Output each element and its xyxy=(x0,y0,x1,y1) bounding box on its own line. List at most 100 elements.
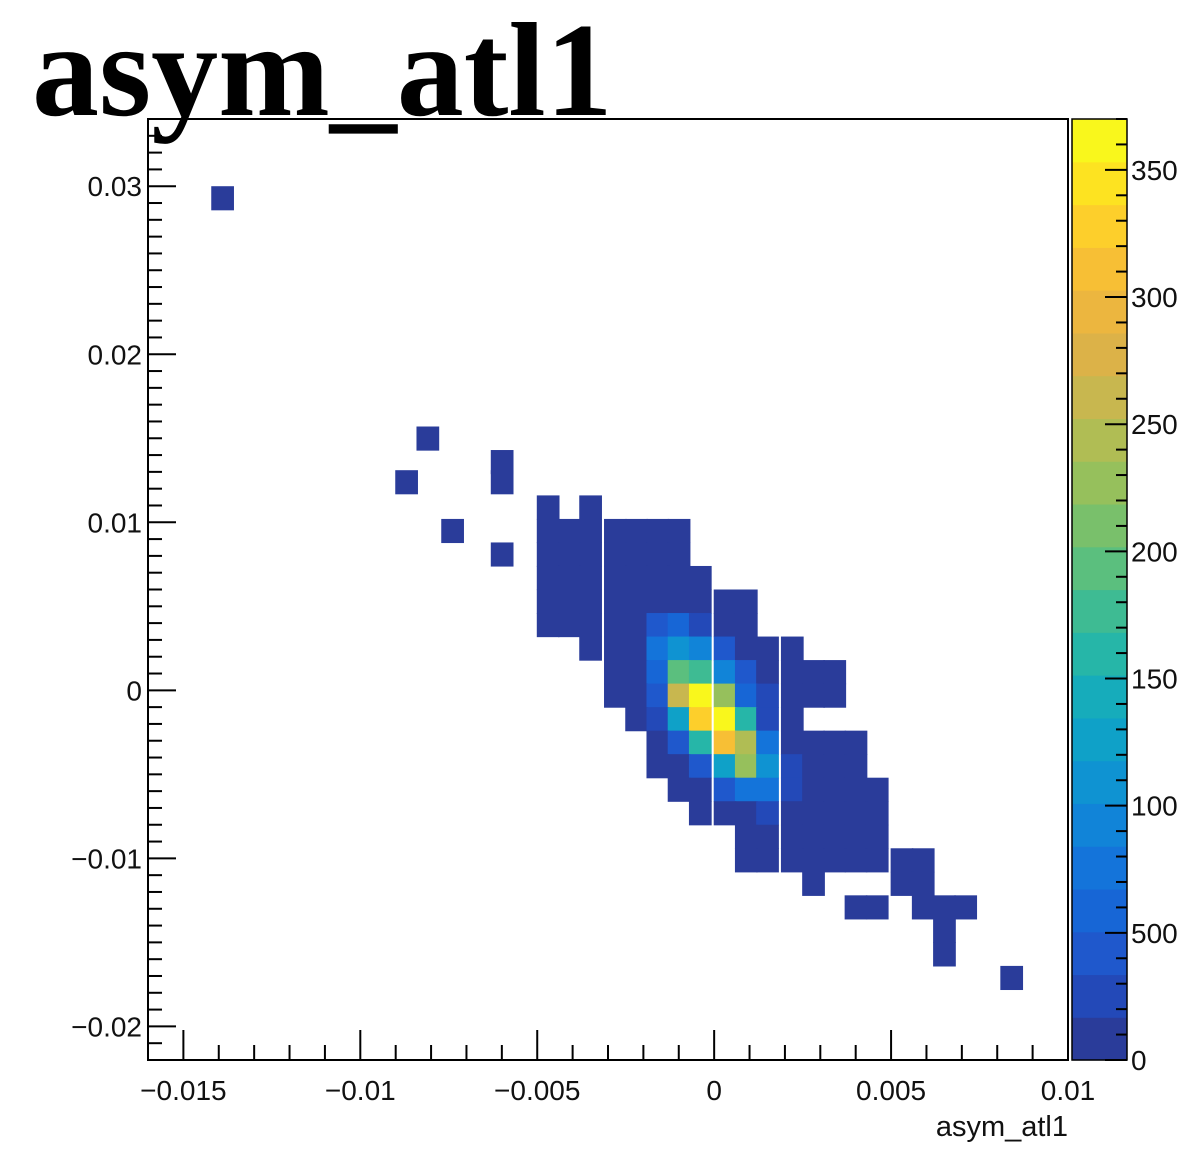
heatmap-bin xyxy=(667,754,691,779)
heatmap-bin xyxy=(667,565,691,591)
heatmap-bin xyxy=(579,565,602,591)
y-tick-label: −0.02 xyxy=(71,1011,142,1042)
x-tick-label: −0.005 xyxy=(494,1075,580,1106)
heatmap-bin xyxy=(911,895,935,920)
heatmap-bin xyxy=(780,848,804,873)
heatmap-bin xyxy=(802,801,825,826)
heatmap-bin xyxy=(933,918,956,943)
x-tick-label: 0.005 xyxy=(856,1075,926,1106)
heatmap-bin xyxy=(734,801,758,826)
z-tick-label: 100 xyxy=(1131,791,1178,822)
heatmap-bin xyxy=(490,470,514,495)
palette-segment xyxy=(1072,1017,1127,1061)
z-axis: 0 500 100 150 200 250 300 350 xyxy=(1105,118,1178,1076)
heatmap-bin xyxy=(844,754,868,779)
heatmap-bin xyxy=(1000,965,1024,991)
heatmap-bin xyxy=(211,186,234,211)
heatmap-bin xyxy=(667,683,691,708)
palette-segment xyxy=(1072,974,1127,1018)
heatmap-bin xyxy=(667,636,691,661)
palette-segment xyxy=(1072,760,1127,804)
heatmap-bin xyxy=(688,636,712,661)
heatmap-bin xyxy=(713,660,737,685)
heatmap-bin xyxy=(823,777,847,802)
heatmap-bin xyxy=(844,777,868,802)
heatmap-bin xyxy=(604,660,627,685)
heatmap-bin xyxy=(490,450,514,475)
heatmap-bin xyxy=(802,848,825,873)
heatmap-bin xyxy=(604,636,627,661)
heatmap-bin xyxy=(667,542,691,567)
palette-segment xyxy=(1072,461,1127,505)
heatmap-bin xyxy=(890,848,914,873)
heatmap-bin xyxy=(667,660,691,685)
palette-segment xyxy=(1072,332,1127,377)
heatmap-bin xyxy=(780,730,804,755)
heatmap-bin xyxy=(558,565,581,591)
heatmap-bin xyxy=(865,895,889,920)
heatmap-bin xyxy=(646,542,670,567)
heatmap-bin xyxy=(823,824,847,849)
heatmap-bin xyxy=(780,777,804,802)
heatmap-bin xyxy=(823,754,847,779)
heatmap-bin xyxy=(734,777,758,802)
heatmap-bin xyxy=(780,683,804,708)
palette-segment xyxy=(1072,247,1127,291)
heatmap-bin xyxy=(646,589,670,614)
heatmap-bin xyxy=(688,683,712,708)
heatmap-bin xyxy=(933,895,956,920)
heatmap-bin xyxy=(954,895,978,920)
palette-segment xyxy=(1072,888,1127,933)
heatmap-bin xyxy=(734,730,758,755)
palette-segment xyxy=(1072,161,1127,206)
heatmap-bin xyxy=(604,613,627,638)
heatmap-bin xyxy=(865,824,889,849)
heatmap-bin xyxy=(734,824,758,849)
heatmap-bin xyxy=(646,636,670,661)
heatmap-bin xyxy=(802,660,825,685)
heatmap-bin xyxy=(579,542,602,567)
heatmap-bin xyxy=(536,565,560,591)
heatmap-bin xyxy=(688,589,712,614)
heatmap-bin xyxy=(558,518,581,544)
heatmap-bin xyxy=(625,542,648,567)
heatmap-bin xyxy=(604,518,627,544)
palette-segment xyxy=(1072,546,1127,591)
heatmap-bin xyxy=(734,848,758,873)
heatmap-bin xyxy=(756,777,779,802)
heatmap-bin xyxy=(823,660,847,685)
heatmap-bin xyxy=(933,942,956,967)
heatmap-bin xyxy=(667,730,691,755)
heatmap-bin xyxy=(713,801,737,826)
palette-segment xyxy=(1072,204,1127,248)
heatmap-bin xyxy=(713,754,737,779)
heatmap-bin xyxy=(667,777,691,802)
heatmap-bin xyxy=(536,589,560,614)
heatmap-bin xyxy=(625,707,648,732)
heatmap-bin xyxy=(646,683,670,708)
heatmap-bin xyxy=(713,636,737,661)
heatmap-bin xyxy=(756,754,779,779)
y-tick-label: −0.01 xyxy=(71,843,142,874)
heatmap-bin xyxy=(688,777,712,802)
heatmap-bin xyxy=(734,613,758,638)
y-tick-label: 0.03 xyxy=(88,171,143,202)
heatmap-bin xyxy=(734,589,758,614)
heatmap-bin xyxy=(802,777,825,802)
heatmap-bin xyxy=(688,613,712,638)
heatmap-bin xyxy=(802,730,825,755)
heatmap-bin xyxy=(625,683,648,708)
palette-segment xyxy=(1072,675,1127,719)
heatmap-bin xyxy=(780,660,804,685)
heatmap-bin xyxy=(416,426,440,451)
heatmap-bin xyxy=(756,730,779,755)
heatmap-bin xyxy=(667,613,691,638)
heatmap-bin xyxy=(890,871,914,896)
palette-segment xyxy=(1072,119,1127,163)
heatmap-bin xyxy=(625,613,648,638)
heatmap-bin xyxy=(490,542,514,567)
palette-segment xyxy=(1072,846,1127,890)
heatmap-bin xyxy=(780,636,804,661)
heatmap-bin xyxy=(756,801,779,826)
heatmap-bin xyxy=(646,518,670,544)
